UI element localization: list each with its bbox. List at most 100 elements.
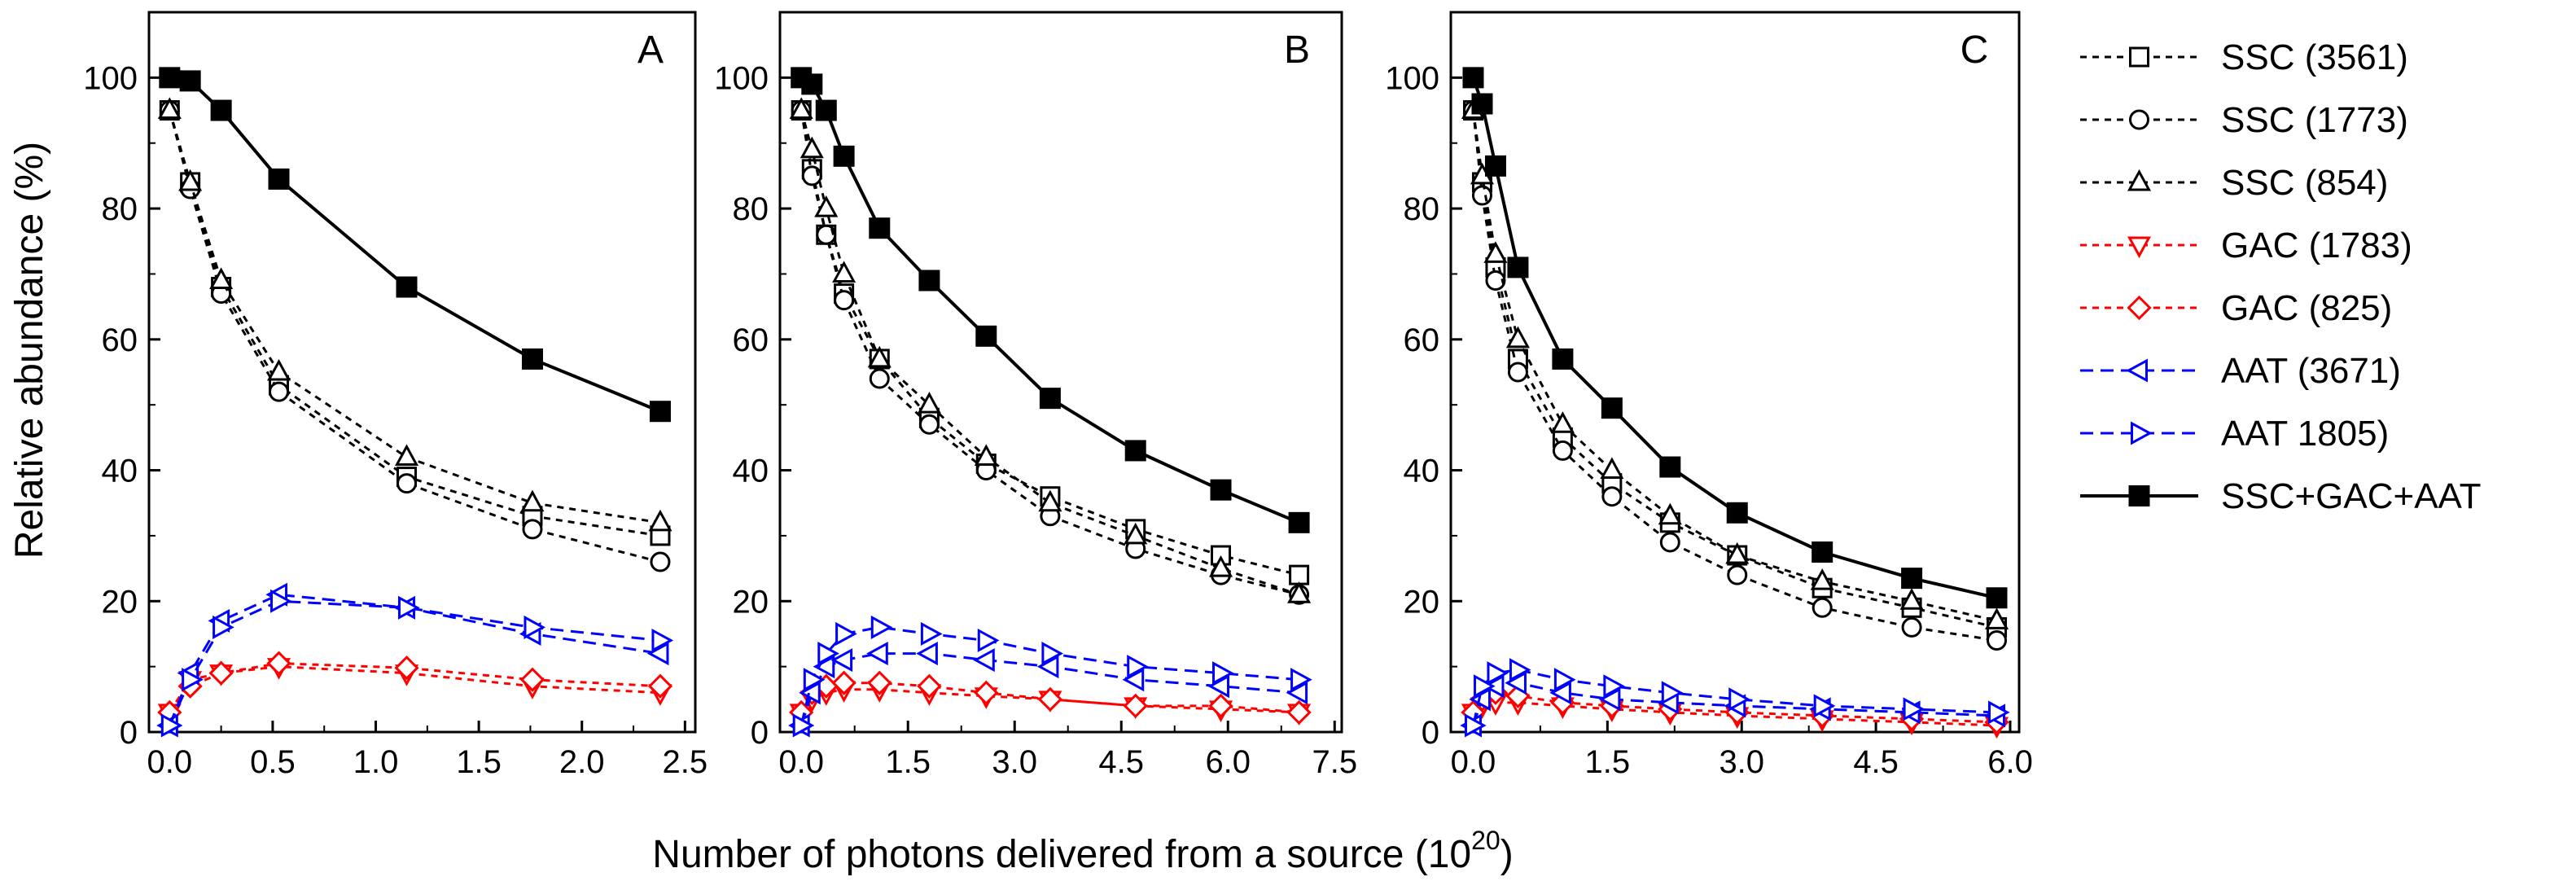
data-point bbox=[1552, 440, 1573, 461]
data-point bbox=[1505, 671, 1527, 695]
y-axis-title: Relative abundance (%) bbox=[8, 142, 51, 559]
panel-label: A bbox=[637, 28, 664, 72]
data-point bbox=[1903, 697, 1925, 721]
legend-label: AAT (3671) bbox=[2221, 351, 2401, 391]
plot-frame bbox=[778, 11, 1343, 734]
data-point bbox=[1813, 694, 1836, 718]
data-point bbox=[1487, 661, 1509, 686]
x-tick-label: 7.5 bbox=[1312, 744, 1357, 780]
series-aat-1805 bbox=[792, 615, 1312, 738]
y-tick-label: 20 bbox=[1404, 584, 1440, 620]
data-point bbox=[789, 97, 813, 120]
data-point bbox=[1601, 486, 1623, 507]
y-tick-label: 40 bbox=[733, 454, 769, 489]
data-point bbox=[814, 195, 839, 217]
data-point bbox=[916, 642, 938, 666]
data-point bbox=[648, 509, 672, 532]
data-point bbox=[1041, 642, 1064, 666]
data-point bbox=[1507, 256, 1529, 278]
data-point bbox=[813, 655, 835, 679]
data-point bbox=[866, 642, 888, 666]
legend-label: GAC (825) bbox=[2221, 288, 2392, 328]
data-point bbox=[800, 136, 824, 159]
data-point bbox=[182, 668, 204, 692]
panel-label: B bbox=[1284, 28, 1310, 72]
data-point bbox=[833, 145, 855, 167]
x-tick-label: 0.0 bbox=[1451, 744, 1496, 780]
data-point bbox=[266, 358, 291, 381]
data-point bbox=[159, 67, 181, 89]
data-point bbox=[208, 660, 234, 686]
data-point bbox=[647, 673, 673, 699]
data-point bbox=[1812, 541, 1833, 563]
legend-label: SSC (854) bbox=[2221, 163, 2388, 203]
data-point bbox=[801, 165, 822, 186]
y-tick-label: 60 bbox=[102, 322, 138, 358]
x-tick-label: 1.5 bbox=[885, 744, 931, 780]
x-tick-label: 3.0 bbox=[1719, 744, 1764, 780]
x-tick-label: 0.5 bbox=[250, 744, 296, 780]
data-point bbox=[974, 444, 998, 466]
series-line bbox=[169, 665, 661, 713]
data-point bbox=[1473, 674, 1496, 699]
data-point bbox=[920, 621, 943, 646]
data-point bbox=[1288, 511, 1310, 533]
y-tick-label: 40 bbox=[1404, 454, 1440, 489]
data-point bbox=[1659, 532, 1680, 553]
series-ssc-854 bbox=[157, 97, 672, 532]
x-tick-label: 2.5 bbox=[663, 744, 708, 780]
data-point bbox=[1901, 568, 1923, 590]
data-point bbox=[977, 628, 1000, 653]
panel-a: 0 20 40 60 80 100 0.0 0.5 1.0 1.5 2.0 2.5 A bbox=[83, 11, 708, 780]
legend-marker bbox=[2131, 421, 2153, 445]
data-point bbox=[835, 621, 857, 646]
legend-marker bbox=[2128, 485, 2150, 506]
data-point bbox=[1552, 348, 1574, 370]
data-point bbox=[870, 615, 893, 639]
legend-marker bbox=[2129, 109, 2149, 130]
y-tick-label: 20 bbox=[102, 584, 138, 620]
y-tick-label: 100 bbox=[83, 60, 138, 96]
y-tick-label: 60 bbox=[1404, 322, 1440, 358]
data-point bbox=[1484, 155, 1506, 177]
data-point bbox=[801, 73, 823, 95]
series-line bbox=[800, 76, 1300, 524]
x-tick-label: 6.0 bbox=[1987, 744, 2033, 780]
y-tick-label: 80 bbox=[1404, 191, 1440, 227]
data-point bbox=[519, 667, 545, 692]
data-point bbox=[270, 589, 292, 613]
x-tick-label: 6.0 bbox=[1205, 744, 1251, 780]
data-point bbox=[803, 668, 826, 692]
data-point bbox=[1462, 67, 1484, 89]
data-point bbox=[1208, 693, 1233, 718]
data-point bbox=[1901, 616, 1922, 638]
y-tick-label: 20 bbox=[733, 584, 769, 620]
data-point bbox=[1286, 681, 1308, 705]
data-point bbox=[792, 713, 815, 738]
data-point bbox=[974, 680, 999, 705]
data-point bbox=[1505, 326, 1530, 349]
data-point bbox=[268, 168, 290, 190]
data-point bbox=[867, 345, 892, 368]
data-point bbox=[973, 648, 995, 673]
data-point bbox=[1127, 655, 1149, 679]
data-point bbox=[1039, 388, 1061, 410]
data-point bbox=[1287, 581, 1312, 603]
data-point bbox=[1603, 674, 1625, 699]
series-ssc-854 bbox=[1461, 97, 2009, 629]
data-point bbox=[396, 473, 418, 494]
data-point bbox=[1123, 693, 1148, 718]
data-point bbox=[832, 261, 856, 283]
data-point bbox=[869, 217, 891, 239]
data-point bbox=[1038, 489, 1062, 512]
y-tick-label: 80 bbox=[733, 191, 769, 227]
data-point bbox=[520, 489, 545, 512]
data-point bbox=[1471, 93, 1493, 115]
data-point bbox=[1987, 629, 2008, 651]
data-point bbox=[1286, 699, 1312, 726]
x-tick-label: 1.5 bbox=[456, 744, 502, 780]
legend-label: SSC (3561) bbox=[2221, 37, 2408, 77]
y-tick-label: 80 bbox=[102, 191, 138, 227]
series-gac-825 bbox=[157, 651, 673, 726]
legend-item: SSC+GAC+AAT bbox=[2080, 476, 2482, 516]
